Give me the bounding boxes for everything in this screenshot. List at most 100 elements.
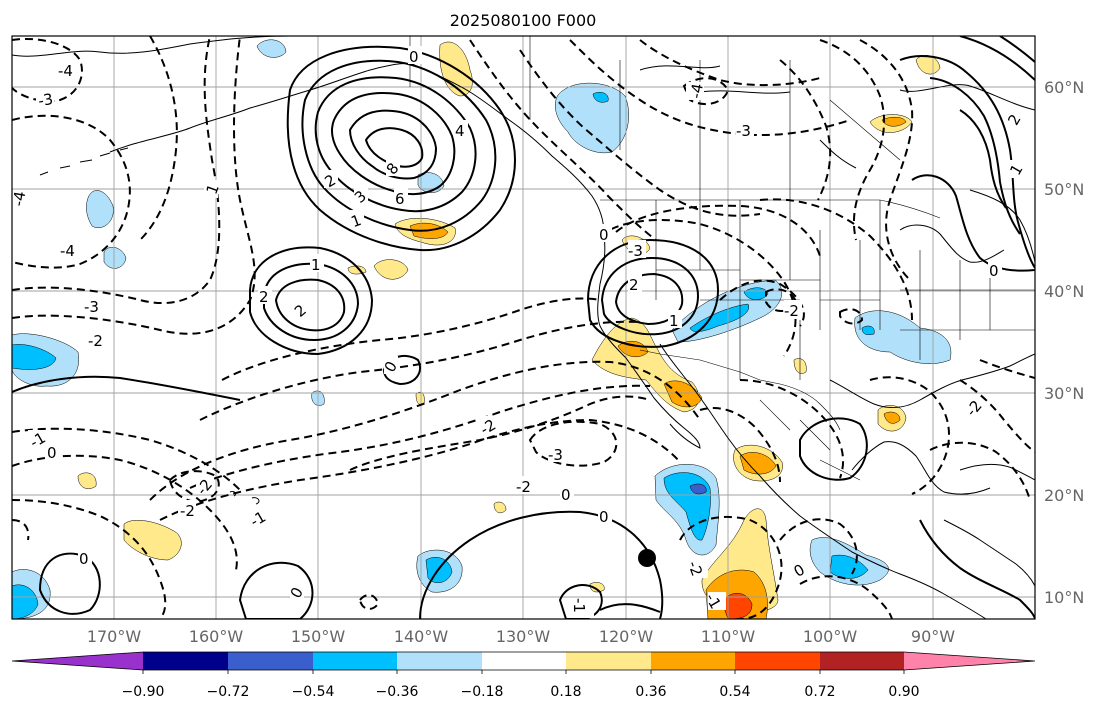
contour-neg <box>221 297 601 381</box>
contour-label-layer: -4 -3 -4 -4 -3 -2 -1 0 -2 -1 -2 2 1 2 4 … <box>9 46 1027 618</box>
contour-pos <box>263 262 360 342</box>
contour-pos <box>600 256 700 336</box>
fill-neg-small <box>592 92 609 103</box>
contour-pos <box>586 238 720 348</box>
contour-pos <box>599 603 661 613</box>
contour-zero <box>419 510 664 619</box>
contour-zero <box>799 417 868 481</box>
contour-neg <box>979 359 1035 379</box>
colorbar-bin <box>566 652 651 670</box>
contour-neg <box>679 516 783 619</box>
contour-neg <box>12 427 241 491</box>
graticule <box>12 36 1035 619</box>
lon-label: 150°W <box>291 627 346 646</box>
coastlines <box>12 36 1035 619</box>
figure-title: 2025080100 F000 <box>450 11 597 30</box>
contour-neg <box>12 36 256 335</box>
lat-label: 10°N <box>1044 588 1084 607</box>
contour-label: -2 <box>784 302 799 320</box>
fill-neg-small <box>103 246 127 269</box>
contour-label: -3 <box>736 122 751 140</box>
colorbar <box>11 651 1036 674</box>
contour-label: -4 <box>687 82 707 100</box>
coastline-alaska <box>12 36 291 57</box>
contour-label: -2 <box>684 558 706 578</box>
colorbar-bin <box>143 652 228 670</box>
colorbar-tick-label: 0.36 <box>635 684 666 700</box>
contour-pos <box>286 45 516 252</box>
contour-neg <box>959 379 1035 453</box>
border-states <box>655 200 1035 380</box>
colorbar-tick-label: −0.18 <box>461 684 504 700</box>
colorbar-bin <box>735 652 820 670</box>
contour-zero <box>919 519 1035 619</box>
coastline-alaska-south <box>109 63 413 153</box>
fill-neg-pacific-core <box>689 483 707 495</box>
contour-neg <box>12 38 83 102</box>
contour-neg <box>12 519 30 541</box>
contour-neg <box>719 279 805 327</box>
contour-neg <box>12 499 167 619</box>
colorbar-tick-label: −0.90 <box>122 684 165 700</box>
contour-label: -2 <box>180 502 195 520</box>
location-marker <box>638 549 656 567</box>
contour-neg <box>682 77 730 106</box>
colorbar-over-arrow <box>904 652 1035 670</box>
colorbar-bin <box>651 652 735 670</box>
contour-label: 0 <box>599 508 609 526</box>
coastline-yucatan <box>851 441 991 495</box>
contour-neg <box>765 288 798 312</box>
colorbar-tick-label: 0.90 <box>888 684 919 700</box>
fill-neg-small <box>555 82 629 154</box>
contour-neg <box>869 376 950 495</box>
contour-neg <box>569 39 851 137</box>
contour-label: 1 <box>311 256 321 274</box>
contour-neg <box>358 594 380 610</box>
lon-label: 140°W <box>394 627 449 646</box>
coastline-mexico <box>759 475 987 619</box>
contour-label: 0 <box>409 48 419 66</box>
lon-label: 130°W <box>496 627 551 646</box>
coastline-hudson <box>639 65 1035 169</box>
contour-pos <box>331 92 456 196</box>
colorbar-tick-label: −0.72 <box>207 684 250 700</box>
contour-label: -2 <box>516 478 531 496</box>
colorbar-ticks <box>142 670 905 674</box>
contour-label: 4 <box>455 122 465 140</box>
contour-label: -3 <box>37 90 55 110</box>
fill-neg-plains <box>854 310 952 364</box>
contour-label: -3 <box>628 242 643 260</box>
fill-pos-w <box>123 520 182 561</box>
coastline-baja <box>625 357 701 449</box>
colorbar-tick-label: −0.36 <box>376 684 419 700</box>
contour-neg <box>699 407 781 483</box>
fill-pos-w <box>77 472 97 489</box>
contour-neg <box>469 39 657 241</box>
fill-pos-small <box>881 117 907 127</box>
contour-neg <box>599 219 797 357</box>
contour-label: 6 <box>395 190 405 208</box>
fill-pos-mex <box>739 452 777 475</box>
colorbar-tick-label: 0.18 <box>550 684 581 700</box>
contour-label: -4 <box>9 190 29 208</box>
negative-contours <box>12 36 1035 619</box>
contour-label: -4 <box>58 62 73 80</box>
contour-label: 0 <box>561 486 571 504</box>
fill-neg-ca <box>829 554 869 579</box>
fill-pos-baja <box>617 340 649 358</box>
contour-label: -3 <box>84 298 99 316</box>
coastline-greatlakes <box>899 224 1005 263</box>
contour-neg <box>12 114 131 269</box>
colorbar-bin <box>397 652 482 670</box>
border-us-canada <box>600 199 941 219</box>
contour-label: 0 <box>989 262 999 280</box>
contour-label: -2 <box>88 332 103 350</box>
colorbar-under-arrow <box>12 652 143 670</box>
colorbar-bin <box>820 652 904 670</box>
coastline-bc <box>411 63 605 235</box>
contour-pos <box>929 77 1021 235</box>
contour-neg <box>615 204 821 257</box>
contour-pos <box>959 36 1035 81</box>
fill-pos-small <box>373 259 409 280</box>
